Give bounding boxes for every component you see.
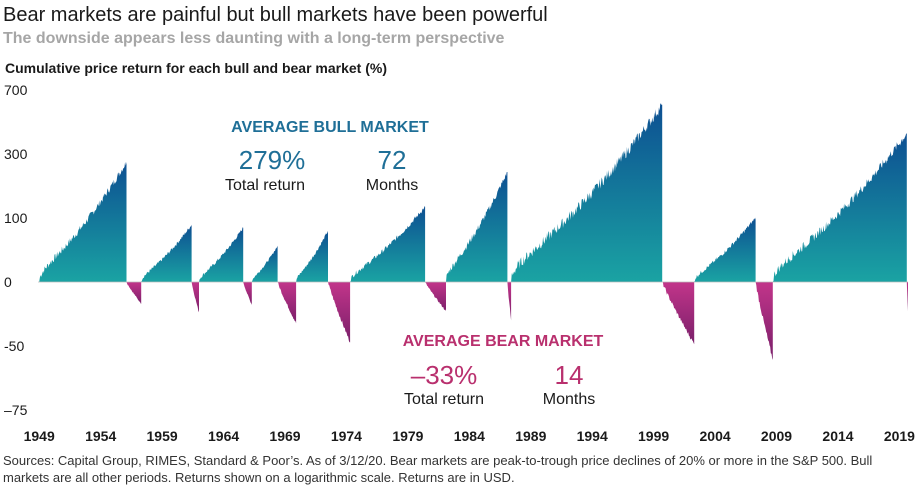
bull-market-area-18 [772, 133, 907, 282]
bear-market-area-13 [507, 282, 512, 321]
bear-return-label: Total return [404, 391, 484, 408]
x-tick-label: 1954 [85, 428, 116, 444]
bull-annotation: AVERAGE BULL MARKET 279% Total return 72… [225, 119, 429, 194]
bull-months-label: Months [366, 177, 418, 194]
bear-return-value: –33% [411, 360, 478, 390]
bear-market-area-1 [126, 282, 142, 304]
x-tick-label: 1984 [454, 428, 485, 444]
bull-market-area-16 [694, 217, 756, 282]
y-tick-label: -50 [4, 338, 24, 354]
x-tick-label: 1979 [392, 428, 423, 444]
y-tick-label: 300 [4, 146, 28, 162]
x-tick-label: 1959 [147, 428, 178, 444]
bull-market-area-0 [39, 162, 127, 282]
bull-market-area-8 [296, 230, 328, 282]
chart-subtitle: The downside appears less daunting with … [3, 30, 505, 47]
y-axis-label: Cumulative price return for each bull an… [5, 60, 387, 76]
bull-market-area-6 [251, 245, 278, 282]
x-tick-label: 1964 [208, 428, 239, 444]
x-tick-label: 1989 [515, 428, 546, 444]
bull-market-area-14 [511, 103, 663, 282]
bear-market-area-3 [191, 282, 199, 313]
bear-market-area-15 [662, 282, 695, 345]
x-tick-label: 1999 [638, 428, 669, 444]
bull-market-area-4 [199, 227, 244, 282]
bull-return-value: 279% [239, 145, 306, 175]
bull-months-value: 72 [378, 145, 407, 175]
bear-market-area-5 [243, 282, 252, 305]
y-tick-label: –75 [4, 402, 28, 418]
y-tick-label: 100 [4, 210, 28, 226]
bear-months-value: 14 [555, 360, 584, 390]
bear-months-label: Months [543, 391, 595, 408]
x-tick-label: 2014 [822, 428, 853, 444]
y-tick-label: 0 [4, 274, 12, 290]
bull-market-area-12 [446, 172, 508, 282]
y-tick-label: 700 [4, 82, 28, 98]
bull-market-area-10 [350, 206, 426, 282]
x-tick-label: 1974 [331, 428, 362, 444]
x-tick-label: 2019 [884, 428, 915, 444]
bear-market-area-19 [906, 282, 908, 312]
x-tick-label: 1969 [269, 428, 300, 444]
bear-market-area-9 [328, 282, 351, 343]
bull-return-label: Total return [225, 177, 305, 194]
bear-annotation: AVERAGE BEAR MARKET –33% Total return 14… [403, 333, 604, 408]
x-tick-label: 1994 [577, 428, 608, 444]
market-areas [39, 103, 908, 360]
source-note: Sources: Capital Group, RIMES, Standard … [3, 453, 873, 485]
bull-market-area-2 [141, 224, 192, 282]
x-tick-label: 2004 [700, 428, 731, 444]
bear-market-area-17 [755, 282, 773, 360]
x-tick-label: 2009 [761, 428, 792, 444]
x-axis-ticks: 1949 1954 1959 1964 1969 1974 1979 1984 1989 1994… [24, 428, 916, 444]
bear-market-area-7 [277, 282, 297, 324]
y-axis-ticks: 700 300 100 0 -50 –75 [4, 82, 28, 418]
chart-title: Bear markets are painful but bull market… [3, 4, 548, 26]
bear-market-area-11 [425, 282, 446, 312]
x-tick-label: 1949 [24, 428, 55, 444]
bull-heading: AVERAGE BULL MARKET [231, 119, 429, 136]
bear-heading: AVERAGE BEAR MARKET [403, 333, 604, 350]
